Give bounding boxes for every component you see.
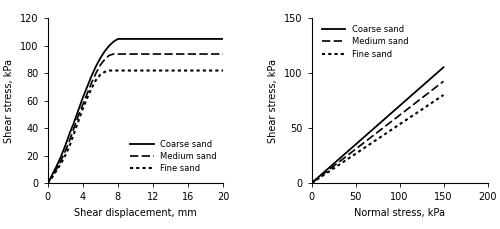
Medium sand <box>168 53 173 55</box>
Fine sand <box>88 87 94 90</box>
Medium sand <box>220 53 226 55</box>
Coarse sand <box>71 121 77 124</box>
Medium sand <box>47 178 53 180</box>
Medium sand <box>98 64 103 66</box>
Coarse sand <box>50 172 56 175</box>
Fine sand <box>110 69 116 72</box>
Fine sand <box>71 132 77 135</box>
Y-axis label: Shear stress, kPa: Shear stress, kPa <box>4 59 15 143</box>
Fine sand <box>120 69 126 72</box>
Fine sand <box>440 94 446 96</box>
Line: Coarse sand: Coarse sand <box>48 39 224 183</box>
Coarse sand <box>308 182 314 185</box>
Fine sand <box>44 182 51 185</box>
Medium sand <box>44 182 51 185</box>
Line: Medium sand: Medium sand <box>48 54 224 183</box>
Fine sand <box>220 69 226 72</box>
Medium sand <box>66 139 72 142</box>
Coarse sand <box>54 165 60 168</box>
Fine sand <box>62 154 68 157</box>
Line: Coarse sand: Coarse sand <box>312 67 444 183</box>
Fine sand <box>115 69 121 72</box>
Fine sand <box>132 69 138 72</box>
Fine sand <box>58 163 64 165</box>
Coarse sand <box>110 40 116 43</box>
Coarse sand <box>220 38 226 40</box>
Medium sand <box>106 54 112 57</box>
Coarse sand <box>47 178 53 180</box>
Coarse sand <box>88 75 94 77</box>
Coarse sand <box>132 38 138 40</box>
Coarse sand <box>62 145 68 147</box>
Fine sand <box>84 97 90 99</box>
Coarse sand <box>150 38 156 40</box>
Coarse sand <box>76 109 82 112</box>
Coarse sand <box>203 38 209 40</box>
Fine sand <box>186 69 192 72</box>
X-axis label: Normal stress, kPa: Normal stress, kPa <box>354 208 445 218</box>
Medium sand <box>71 127 77 130</box>
Fine sand <box>93 79 99 82</box>
Medium sand <box>93 72 99 75</box>
Medium sand <box>120 53 126 55</box>
Coarse sand <box>58 156 64 158</box>
Fine sand <box>150 69 156 72</box>
Legend: Coarse sand, Medium sand, Fine sand: Coarse sand, Medium sand, Fine sand <box>319 22 411 61</box>
Medium sand <box>88 82 94 84</box>
Coarse sand <box>440 66 446 69</box>
Fine sand <box>102 71 107 73</box>
Medium sand <box>62 150 68 153</box>
Fine sand <box>76 120 82 123</box>
Medium sand <box>308 182 314 185</box>
Coarse sand <box>44 182 51 185</box>
Coarse sand <box>124 38 130 40</box>
X-axis label: Shear displacement, mm: Shear displacement, mm <box>74 208 197 218</box>
Coarse sand <box>93 65 99 68</box>
Fine sand <box>106 69 112 72</box>
Fine sand <box>54 169 60 172</box>
Medium sand <box>203 53 209 55</box>
Coarse sand <box>142 38 148 40</box>
Line: Medium sand: Medium sand <box>312 81 444 183</box>
Coarse sand <box>84 86 90 88</box>
Line: Fine sand: Fine sand <box>48 71 224 183</box>
Medium sand <box>124 53 130 55</box>
Y-axis label: Shear stress, kPa: Shear stress, kPa <box>268 59 278 143</box>
Medium sand <box>186 53 192 55</box>
Medium sand <box>440 80 446 83</box>
Fine sand <box>47 179 53 182</box>
Line: Fine sand: Fine sand <box>312 95 444 183</box>
Fine sand <box>203 69 209 72</box>
Coarse sand <box>106 44 112 47</box>
Coarse sand <box>80 97 86 99</box>
Coarse sand <box>115 38 121 40</box>
Medium sand <box>80 104 86 106</box>
Coarse sand <box>186 38 192 40</box>
Coarse sand <box>98 57 103 60</box>
Coarse sand <box>168 38 173 40</box>
Medium sand <box>58 160 64 163</box>
Medium sand <box>132 53 138 55</box>
Fine sand <box>66 145 72 147</box>
Medium sand <box>84 93 90 95</box>
Coarse sand <box>120 38 126 40</box>
Medium sand <box>102 58 107 61</box>
Medium sand <box>54 168 60 171</box>
Coarse sand <box>66 132 72 135</box>
Legend: Coarse sand, Medium sand, Fine sand: Coarse sand, Medium sand, Fine sand <box>128 137 220 176</box>
Fine sand <box>308 182 314 185</box>
Medium sand <box>50 174 56 176</box>
Fine sand <box>168 69 173 72</box>
Medium sand <box>115 53 121 55</box>
Fine sand <box>124 69 130 72</box>
Coarse sand <box>102 50 107 53</box>
Fine sand <box>50 175 56 178</box>
Medium sand <box>110 53 116 55</box>
Fine sand <box>98 73 103 76</box>
Medium sand <box>150 53 156 55</box>
Fine sand <box>80 108 86 110</box>
Medium sand <box>76 114 82 117</box>
